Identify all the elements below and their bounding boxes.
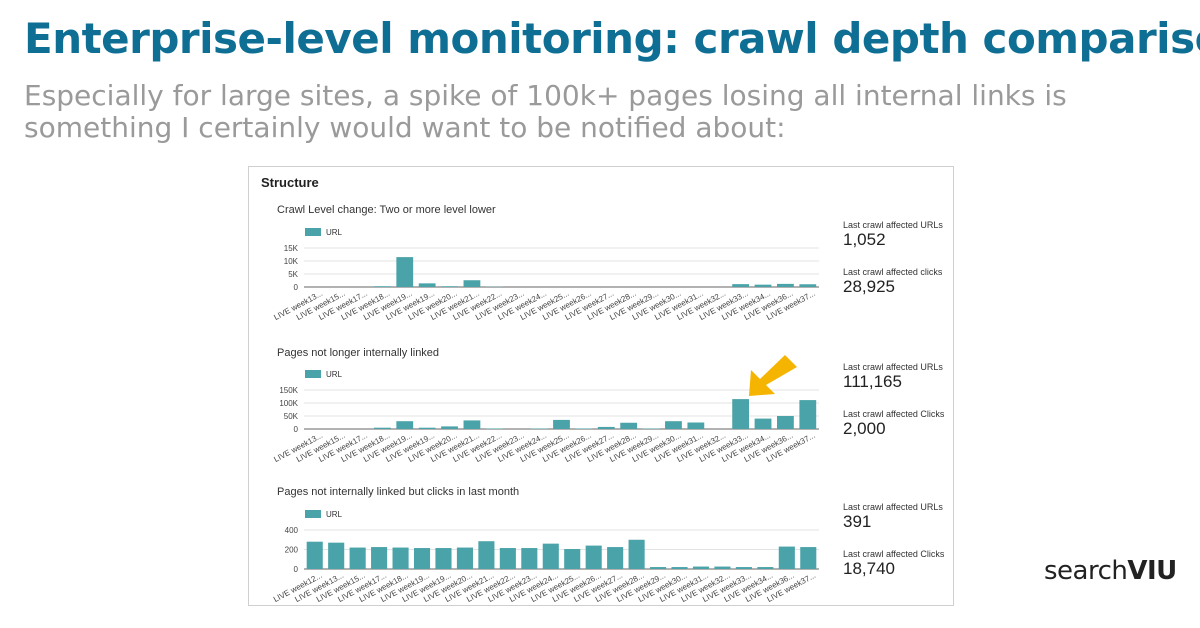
legend-swatch: [305, 228, 321, 236]
brand-suffix: VIU: [1127, 556, 1177, 586]
bar: [396, 421, 414, 429]
bar: [349, 547, 366, 569]
bar: [692, 566, 710, 569]
bar: [757, 567, 774, 569]
bar: [778, 546, 795, 569]
bar: [564, 549, 581, 569]
bar: [485, 428, 503, 429]
bar: [418, 427, 436, 429]
bar: [585, 545, 602, 569]
y-tick-label: 100K: [279, 399, 298, 408]
bar: [435, 548, 452, 569]
chart-1-stat-1-label: Last crawl affected URLs: [843, 220, 943, 230]
chart-2-stat-2-value: 2,000: [843, 419, 886, 438]
bar: [441, 286, 458, 287]
legend-swatch: [305, 510, 321, 518]
chart-2-stat-1-label: Last crawl affected URLs: [843, 362, 943, 372]
bar: [371, 547, 388, 569]
bar: [777, 416, 794, 429]
legend-label: URL: [326, 228, 343, 237]
bar: [373, 286, 391, 287]
bar: [306, 541, 323, 569]
y-tick-label: 5K: [288, 270, 298, 279]
bar: [799, 284, 817, 287]
bar: [463, 280, 481, 287]
bar: [597, 426, 615, 429]
bar: [575, 428, 593, 429]
bar: [607, 547, 624, 569]
y-tick-label: 0: [294, 565, 299, 574]
structure-panel: Structure Crawl Level change: Two or mor…: [248, 166, 954, 606]
chart-3-title: Pages not internally linked but clicks i…: [277, 486, 520, 498]
bar: [777, 283, 794, 287]
bar: [732, 284, 750, 287]
chart-2-stat-2-label: Last crawl affected Clicks: [843, 409, 945, 419]
panel-title: Structure: [261, 175, 319, 190]
bar: [642, 428, 660, 429]
chart-1-stat-2-label: Last crawl affected clicks: [843, 267, 943, 277]
searchviu-logo: searchVIU: [1044, 556, 1177, 586]
bar: [441, 426, 458, 429]
bar: [650, 567, 667, 569]
y-tick-label: 0: [294, 283, 299, 292]
bar: [754, 284, 772, 287]
bar: [456, 547, 473, 569]
bar: [620, 422, 638, 429]
bar: [478, 541, 495, 569]
chart-3-stat-1-label: Last crawl affected URLs: [843, 502, 943, 512]
bar: [735, 567, 752, 569]
chart-3-stat-2-label: Last crawl affected Clicks: [843, 549, 945, 559]
legend-swatch: [305, 370, 321, 378]
bar: [714, 566, 731, 569]
chart-1-stat-1-value: 1,052: [843, 230, 886, 249]
y-tick-label: 50K: [284, 412, 299, 421]
bar: [521, 548, 538, 569]
y-tick-label: 200: [285, 546, 299, 555]
bar: [799, 400, 817, 429]
bar: [530, 428, 548, 429]
bar: [396, 257, 414, 287]
bar: [553, 419, 570, 429]
chart-3-stat-1-value: 391: [843, 512, 872, 531]
bar: [687, 422, 705, 429]
bar: [665, 421, 682, 429]
brand-prefix: search: [1044, 556, 1128, 586]
bar: [499, 548, 516, 569]
bar: [328, 542, 345, 569]
y-tick-label: 10K: [284, 257, 299, 266]
y-tick-label: 400: [285, 526, 299, 535]
slide-subtitle: Especially for large sites, a spike of 1…: [24, 79, 1067, 144]
bar: [463, 420, 481, 429]
bar: [373, 427, 391, 429]
bar: [671, 567, 688, 569]
chart-1-title: Crawl Level change: Two or more level lo…: [277, 204, 496, 216]
chart-2-stat-1-value: 111,165: [843, 372, 902, 391]
y-tick-label: 150K: [279, 386, 298, 395]
bar: [754, 418, 772, 429]
bar: [800, 547, 817, 569]
y-tick-label: 15K: [284, 244, 299, 253]
bar: [628, 539, 645, 569]
bar: [413, 548, 431, 569]
legend-label: URL: [326, 370, 343, 379]
legend-label: URL: [326, 510, 343, 519]
bar: [418, 283, 436, 287]
y-tick-label: 0: [294, 425, 299, 434]
slide-title: Enterprise-level monitoring: crawl depth…: [24, 14, 1200, 63]
chart-3-stat-2-value: 18,740: [843, 559, 895, 578]
bar: [542, 543, 559, 569]
chart-2-title: Pages not longer internally linked: [277, 347, 440, 359]
chart-1-stat-2-value: 28,925: [843, 277, 895, 296]
bar: [392, 547, 409, 569]
bar: [732, 399, 750, 429]
